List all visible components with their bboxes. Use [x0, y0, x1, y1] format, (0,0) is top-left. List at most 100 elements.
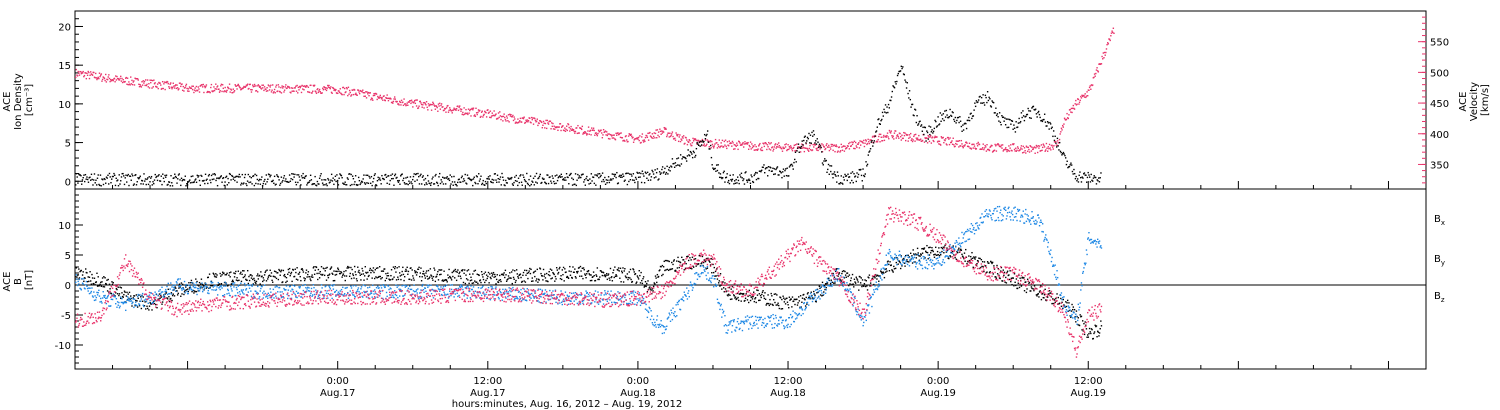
bx-series-point — [784, 303, 787, 305]
velocity-series-point — [75, 76, 77, 79]
bx-series-point — [978, 257, 980, 259]
velocity-series-point — [1008, 150, 1011, 152]
bx-series-point — [503, 272, 505, 274]
velocity-series-point — [782, 146, 784, 148]
velocity-series-point — [195, 85, 198, 88]
bx-series-point — [89, 271, 91, 273]
bx-series-point — [604, 275, 607, 278]
velocity-series-point — [1062, 126, 1065, 128]
velocity-series-point — [642, 141, 645, 143]
velocity-series-point — [613, 134, 615, 136]
bx-series-point — [869, 282, 872, 284]
velocity-series-point — [886, 134, 888, 137]
velocity-series-point — [185, 85, 187, 87]
density-series-point — [994, 112, 996, 114]
velocity-series-point — [813, 143, 816, 145]
velocity-series-point — [644, 140, 646, 143]
velocity-series-point — [499, 111, 501, 113]
density-series-point — [75, 173, 78, 175]
velocity-series-point — [1000, 146, 1002, 148]
bx-series-point — [263, 274, 266, 276]
bx-series-point — [673, 259, 675, 261]
velocity-series-point — [263, 89, 265, 92]
velocity-series-point — [125, 76, 128, 79]
velocity-series-point — [321, 92, 323, 94]
bx-series-point — [256, 275, 258, 277]
density-series-point — [810, 142, 812, 144]
velocity-series-point — [889, 132, 892, 134]
velocity-series-point — [1101, 55, 1103, 58]
velocity-series-point — [853, 140, 856, 142]
bx-series-point — [406, 266, 408, 269]
velocity-series-point — [888, 138, 890, 140]
velocity-series-point — [677, 133, 679, 136]
velocity-series-point — [819, 148, 821, 150]
bx-series-point — [667, 269, 670, 272]
velocity-series-point — [522, 117, 524, 119]
density-series-point — [442, 176, 444, 179]
bx-series-point — [861, 279, 864, 281]
density-series-point — [701, 140, 704, 142]
density-series-point — [234, 179, 236, 182]
velocity-series-point — [504, 118, 507, 121]
velocity-series-point — [883, 139, 886, 142]
density-series-point — [959, 116, 961, 118]
density-series-point — [538, 177, 540, 179]
bx-series-point — [775, 304, 777, 306]
density-series-point — [646, 171, 649, 174]
density-series-point — [164, 174, 166, 177]
velocity-series-point — [914, 140, 916, 142]
velocity-series-point — [742, 141, 744, 144]
density-series-point — [108, 183, 110, 185]
density-series-point — [113, 172, 115, 175]
bx-series-point — [996, 264, 998, 267]
bx-series-point — [259, 283, 261, 285]
velocity-series-point — [223, 90, 226, 92]
velocity-series-point — [586, 133, 589, 135]
bx-series-point — [636, 281, 638, 283]
density-series-point — [1016, 126, 1019, 128]
bx-series-point — [926, 251, 929, 254]
bx-series-point — [848, 274, 851, 276]
density-series-point — [610, 179, 613, 181]
velocity-series-point — [231, 91, 234, 94]
bx-series-point — [575, 271, 578, 273]
density-series-point — [762, 166, 764, 169]
velocity-series-point — [682, 135, 685, 137]
velocity-series-point — [674, 137, 676, 140]
bx-series-point — [663, 260, 665, 263]
velocity-series-point — [445, 107, 448, 109]
velocity-series-point — [906, 134, 909, 136]
velocity-series-point — [902, 137, 904, 140]
density-series-point — [476, 176, 478, 178]
density-series-point — [553, 182, 556, 185]
bx-series-point — [1063, 304, 1065, 306]
density-series-point — [643, 182, 646, 184]
velocity-series-point — [637, 138, 639, 140]
bx-series-point — [657, 275, 660, 278]
density-series-point — [229, 173, 232, 176]
velocity-series-point — [914, 133, 917, 136]
density-series-point — [625, 172, 627, 175]
density-series-point — [430, 182, 433, 184]
bx-series-point — [1060, 305, 1063, 308]
density-series-point — [978, 96, 981, 98]
density-series-point — [556, 179, 559, 182]
velocity-series-point — [971, 143, 974, 146]
density-series-point — [471, 178, 473, 181]
velocity-series-point — [434, 105, 436, 107]
bx-series-point — [1005, 282, 1008, 284]
bx-series-point — [980, 258, 983, 261]
velocity-series-point — [964, 144, 966, 146]
density-series-point — [240, 184, 242, 186]
density-series-point — [378, 177, 381, 179]
density-series-point — [733, 180, 736, 182]
bx-series-point — [716, 278, 719, 280]
density-series-point — [474, 181, 476, 184]
bx-series-point — [954, 257, 956, 259]
bx-series-point — [221, 274, 223, 276]
bx-series-point — [1093, 332, 1095, 335]
density-series-point — [595, 174, 598, 176]
density-series-point — [737, 179, 740, 182]
density-series-point — [354, 181, 356, 183]
